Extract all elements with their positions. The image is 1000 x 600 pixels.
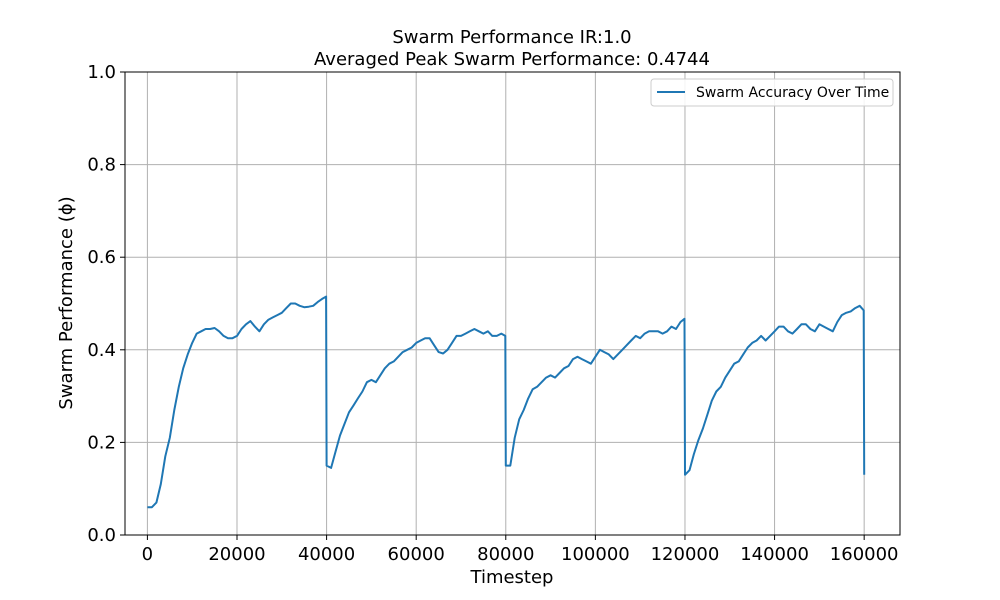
chart-title: Swarm Performance IR:1.0 [392, 27, 631, 48]
x-tick-label: 160000 [830, 544, 899, 565]
y-tick-label: 0.8 [87, 155, 116, 176]
y-tick-label: 1.0 [87, 62, 116, 83]
x-tick-label: 120000 [651, 544, 720, 565]
x-tick-label: 20000 [208, 544, 265, 565]
y-axis-label: Swarm Performance (ϕ) [56, 196, 77, 409]
y-tick-label: 0.6 [87, 247, 116, 268]
y-tick-label: 0.2 [87, 432, 116, 453]
y-tick-label: 0.0 [87, 525, 116, 546]
x-tick-label: 0 [142, 544, 153, 565]
plot-frame [124, 71, 901, 536]
x-tick-label: 80000 [477, 544, 534, 565]
y-tick-label: 0.4 [87, 340, 116, 361]
x-tick-label: 100000 [561, 544, 630, 565]
grid [125, 71, 900, 536]
series-group [147, 295, 866, 509]
x-tick-label: 140000 [740, 544, 809, 565]
x-axis-label: Timestep [470, 567, 554, 588]
series-line [147, 295, 866, 509]
legend-box [650, 78, 894, 107]
legend: Swarm Accuracy Over Time [650, 78, 894, 107]
x-tick-label: 40000 [298, 544, 355, 565]
x-tick-label: 60000 [388, 544, 445, 565]
y-axis: 0.0 0.2 0.4 0.6 0.8 1.0 [87, 62, 125, 546]
chart-subtitle: Averaged Peak Swarm Performance: 0.4744 [314, 49, 710, 70]
legend-label: Swarm Accuracy Over Time [696, 85, 889, 101]
x-axis: 0 20000 40000 60000 80000 100000 120000 140000 1… [142, 535, 899, 565]
